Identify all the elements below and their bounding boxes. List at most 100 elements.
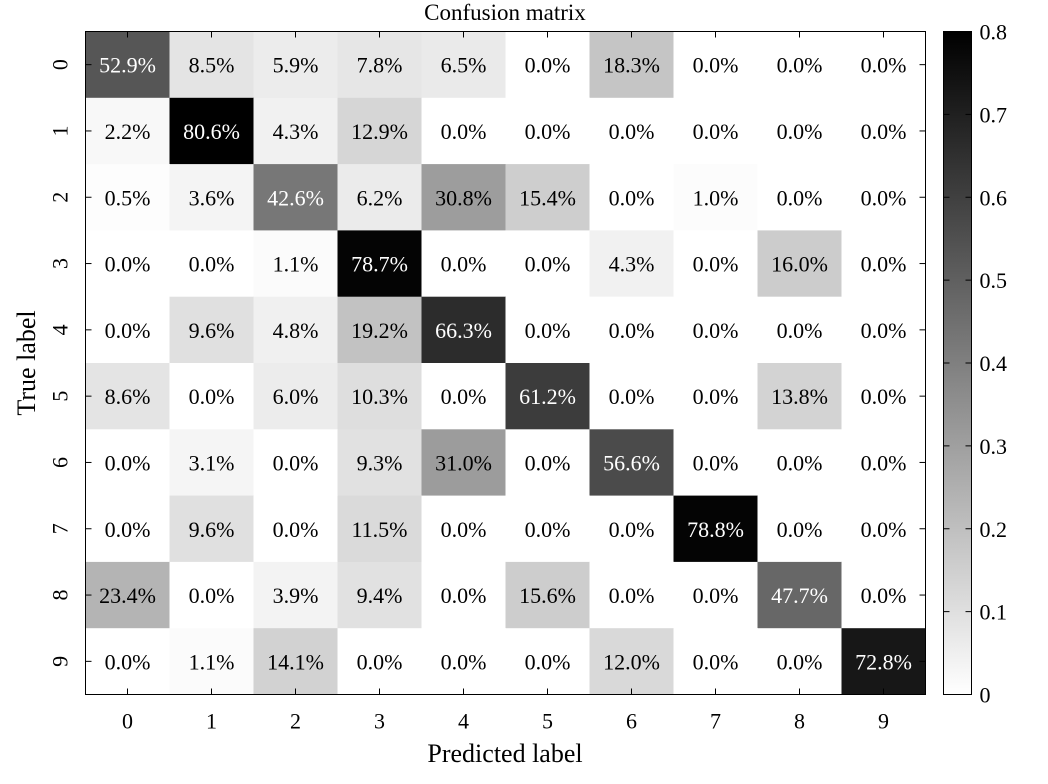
heatmap-cell xyxy=(589,296,674,364)
cell-value-label: 3.6% xyxy=(189,185,235,210)
y-tick-label: 0 xyxy=(48,59,73,70)
cell-value-label: 78.7% xyxy=(351,252,408,277)
cell-value-label: 19.2% xyxy=(351,318,408,343)
cell-value-label: 0.0% xyxy=(777,185,823,210)
heatmap-cell xyxy=(673,230,758,298)
heatmap-cell xyxy=(757,97,842,165)
cell-value-label: 78.8% xyxy=(687,517,744,542)
heatmap-cell xyxy=(589,495,674,563)
heatmap-cell xyxy=(169,561,254,629)
colorbar-tick-label: 0.6 xyxy=(980,185,1008,210)
x-tick-label: 0 xyxy=(122,709,133,734)
y-tick-label: 8 xyxy=(48,590,73,601)
x-tick-label: 9 xyxy=(878,709,889,734)
cell-value-label: 16.0% xyxy=(771,252,828,277)
cell-value-label: 8.6% xyxy=(105,384,151,409)
x-tick-label: 7 xyxy=(710,709,721,734)
y-axis-label: True label xyxy=(12,310,41,415)
heatmap-cell xyxy=(589,628,674,695)
heatmap-cell xyxy=(505,296,590,364)
cell-value-label: 0.0% xyxy=(525,119,571,144)
heatmap-cell xyxy=(841,296,926,364)
cell-value-label: 52.9% xyxy=(99,53,156,78)
colorbar-tick-label: 0.1 xyxy=(980,600,1008,625)
cell-value-label: 0.0% xyxy=(693,318,739,343)
cell-value-label: 13.8% xyxy=(771,384,828,409)
cell-value-label: 0.0% xyxy=(441,119,487,144)
heatmap-cell xyxy=(169,296,254,364)
cell-value-label: 1.1% xyxy=(189,649,235,674)
cell-value-label: 0.5% xyxy=(105,185,151,210)
cell-value-label: 1.0% xyxy=(693,185,739,210)
cell-value-label: 0.0% xyxy=(693,53,739,78)
heatmap-cell xyxy=(337,429,422,497)
heatmap-cell xyxy=(169,97,254,165)
cell-value-label: 4.3% xyxy=(273,119,319,144)
heatmap-cell xyxy=(253,429,338,497)
cell-value-label: 9.6% xyxy=(189,318,235,343)
colorbar-ticks: 0 0.1 0.2 0.3 0.4 0.5 0.6 0.7 0.8 xyxy=(943,20,1008,708)
heatmap-cell xyxy=(505,363,590,430)
cell-value-label: 0.0% xyxy=(441,252,487,277)
colorbar-tick-label: 0.5 xyxy=(980,268,1008,293)
heatmap-cell xyxy=(337,230,422,298)
cell-value-label: 0.0% xyxy=(525,53,571,78)
x-tick-label: 2 xyxy=(290,709,301,734)
cell-value-label: 0.0% xyxy=(609,119,655,144)
heatmap-cell xyxy=(421,429,506,497)
heatmap-cell xyxy=(253,164,338,231)
cell-value-label: 0.0% xyxy=(609,517,655,542)
heatmap-cell xyxy=(841,230,926,298)
heatmap-cell xyxy=(337,628,422,695)
heatmap-cell xyxy=(673,97,758,165)
cell-value-label: 0.0% xyxy=(861,583,907,608)
x-tick-label: 1 xyxy=(206,709,217,734)
cell-value-label: 15.4% xyxy=(519,185,576,210)
y-tick-label: 4 xyxy=(48,324,73,335)
heatmap-cell xyxy=(253,31,338,99)
heatmap-cell xyxy=(421,230,506,298)
cell-value-label: 12.9% xyxy=(351,119,408,144)
heatmap-cell xyxy=(589,363,674,430)
heatmap-cell xyxy=(673,561,758,629)
heatmap-cell xyxy=(85,97,170,165)
cell-value-label: 0.0% xyxy=(189,583,235,608)
heatmap-cell xyxy=(757,495,842,563)
cell-value-label: 66.3% xyxy=(435,318,492,343)
cell-value-label: 12.0% xyxy=(603,649,660,674)
heatmap-cell xyxy=(589,164,674,231)
heatmap-cell xyxy=(841,495,926,563)
cell-value-label: 7.8% xyxy=(357,53,403,78)
cell-value-label: 6.0% xyxy=(273,384,319,409)
y-tick-label: 5 xyxy=(48,391,73,402)
cell-value-label: 0.0% xyxy=(861,185,907,210)
heatmap-cell xyxy=(169,628,254,695)
cell-value-label: 0.0% xyxy=(861,384,907,409)
x-tick-label: 8 xyxy=(794,709,805,734)
heatmap-cell xyxy=(589,97,674,165)
heatmap-cell xyxy=(757,296,842,364)
heatmap-cell xyxy=(421,97,506,165)
cell-value-label: 0.0% xyxy=(693,649,739,674)
cell-value-label: 0.0% xyxy=(105,517,151,542)
y-tick-label: 2 xyxy=(48,192,73,203)
heatmap-cell xyxy=(337,495,422,563)
cell-value-label: 9.4% xyxy=(357,583,403,608)
heatmap-cell xyxy=(85,495,170,563)
heatmap-cell xyxy=(505,628,590,695)
heatmap-cell xyxy=(85,296,170,364)
heatmap-cell xyxy=(421,363,506,430)
heatmap-cell xyxy=(757,230,842,298)
heatmap-cell xyxy=(253,363,338,430)
cell-value-label: 0.0% xyxy=(861,318,907,343)
cell-value-label: 0.0% xyxy=(693,450,739,475)
cell-value-label: 3.9% xyxy=(273,583,319,608)
heatmap-cell xyxy=(757,164,842,231)
heatmap-cell xyxy=(673,296,758,364)
cell-value-label: 0.0% xyxy=(609,318,655,343)
heatmap-cell xyxy=(421,495,506,563)
cell-value-label: 0.0% xyxy=(105,252,151,277)
cell-value-label: 15.6% xyxy=(519,583,576,608)
heatmap-cell xyxy=(85,628,170,695)
cell-value-label: 0.0% xyxy=(861,450,907,475)
